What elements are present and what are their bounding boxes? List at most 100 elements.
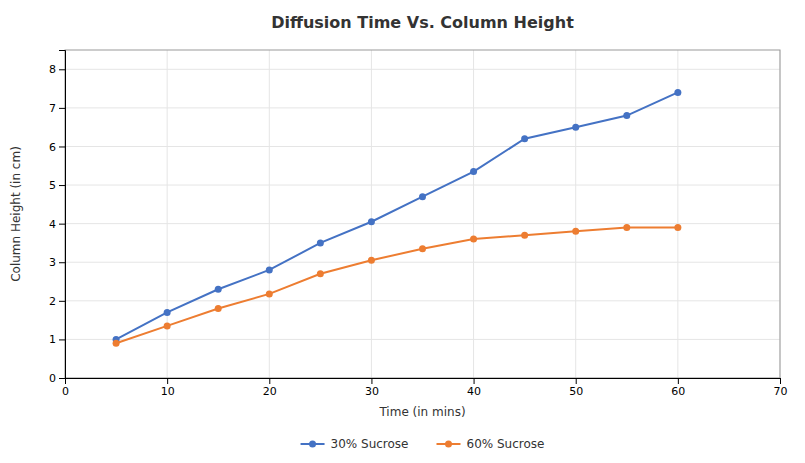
legend-label: 60% Sucrose xyxy=(467,437,545,451)
series-point xyxy=(317,239,324,246)
series-point xyxy=(521,135,528,142)
y-tick-label: 7 xyxy=(49,102,56,115)
y-axis-line xyxy=(59,51,66,379)
x-tick: 30 xyxy=(365,378,379,398)
grid-line-x xyxy=(371,50,372,378)
y-tick-label: 8 xyxy=(49,63,56,76)
grid-line-x xyxy=(269,50,270,378)
series-point xyxy=(215,305,222,312)
y-tick-label: 1 xyxy=(49,333,56,346)
y-tick: 5 xyxy=(49,179,65,192)
x-tick-mark xyxy=(780,378,781,384)
y-tick: 8 xyxy=(49,63,65,76)
x-tick: 60 xyxy=(671,378,685,398)
y-tick-label: 6 xyxy=(49,140,56,153)
y-tick-mark xyxy=(59,185,65,186)
x-tick-mark xyxy=(678,378,679,384)
y-tick: 4 xyxy=(49,218,65,231)
grid xyxy=(65,50,780,378)
y-tick: 0 xyxy=(49,372,65,385)
title: Diffusion Time Vs. Column Height xyxy=(271,13,574,32)
x-tick-label: 30 xyxy=(365,385,379,398)
y-tick-mark xyxy=(59,378,65,379)
legend-item: 60% Sucrose xyxy=(437,437,545,451)
series-point xyxy=(419,245,426,252)
y-tick-label: 3 xyxy=(49,256,56,269)
grid-line-x xyxy=(473,50,474,378)
y-tick: 7 xyxy=(49,102,65,115)
series-point xyxy=(623,224,630,231)
series-point xyxy=(113,340,120,347)
series-point xyxy=(470,168,477,175)
x-axis-title: Time (in mins) xyxy=(378,405,465,419)
x-tick: 40 xyxy=(467,378,481,398)
y-tick: 3 xyxy=(49,256,65,269)
x-tick: 0 xyxy=(62,378,69,398)
x-tick-label: 0 xyxy=(62,385,69,398)
grid-line-y xyxy=(65,69,780,70)
x-tick-label: 60 xyxy=(671,385,685,398)
grid-line-x xyxy=(677,50,678,378)
x-tick: 10 xyxy=(161,378,175,398)
x-tick: 50 xyxy=(569,378,583,398)
y-tick-label: 2 xyxy=(49,295,56,308)
y-tick: 6 xyxy=(49,140,65,153)
series-point xyxy=(470,236,477,243)
series-point xyxy=(674,89,681,96)
y-tick-mark xyxy=(59,301,65,302)
plot-frame xyxy=(65,50,780,378)
x-axis: 0 10 20 30 40 50 60 70 xyxy=(62,378,788,398)
series-point xyxy=(215,286,222,293)
grid-line-y xyxy=(65,300,780,301)
y-tick-mark xyxy=(59,224,65,225)
grid-line-y xyxy=(65,339,780,340)
series-point xyxy=(674,224,681,231)
series-point xyxy=(266,266,273,273)
grid-line-y xyxy=(65,223,780,224)
y-tick-label: 0 xyxy=(49,372,56,385)
y-tick: 2 xyxy=(49,295,65,308)
y-tick-label: 4 xyxy=(49,218,56,231)
series-point xyxy=(623,112,630,119)
x-tick-label: 10 xyxy=(161,385,175,398)
x-tick-label: 70 xyxy=(774,385,788,398)
x-tick-mark xyxy=(474,378,475,384)
grid-line-y xyxy=(65,146,780,147)
y-tick-label: 5 xyxy=(49,179,56,192)
grid-line-y xyxy=(65,185,780,186)
y-tick-mark xyxy=(59,339,65,340)
y-tick-mark xyxy=(59,69,65,70)
series-line xyxy=(116,228,678,344)
x-tick: 70 xyxy=(774,378,788,398)
x-tick-mark xyxy=(167,378,168,384)
series-point xyxy=(368,257,375,264)
y-tick: 1 xyxy=(49,333,65,346)
series-line xyxy=(116,92,678,339)
y-tick-mark xyxy=(59,262,65,263)
x-tick-label: 50 xyxy=(569,385,583,398)
y-tick-mark xyxy=(59,146,65,147)
x-tick: 20 xyxy=(263,378,277,398)
series-point xyxy=(368,218,375,225)
grid-line-x xyxy=(575,50,576,378)
series-point xyxy=(164,309,171,316)
x-tick-label: 40 xyxy=(467,385,481,398)
series-point xyxy=(419,193,426,200)
series-point xyxy=(521,232,528,239)
legend: 30% Sucrose 60% Sucrose xyxy=(301,437,545,451)
series-point xyxy=(572,124,579,131)
grid-line-y xyxy=(65,262,780,263)
x-tick-mark xyxy=(371,378,372,384)
y-axis-title: Column Height (in cm) xyxy=(9,146,23,282)
legend-marker xyxy=(445,441,452,448)
series-point xyxy=(572,228,579,235)
legend-marker xyxy=(309,441,316,448)
x-tick-mark xyxy=(576,378,577,384)
x-tick-mark xyxy=(269,378,270,384)
marks xyxy=(113,89,682,347)
legend-label: 30% Sucrose xyxy=(331,437,409,451)
legend-item: 30% Sucrose xyxy=(301,437,409,451)
series-point xyxy=(266,290,273,297)
x-axis-line xyxy=(66,379,781,385)
x-tick-label: 20 xyxy=(263,385,277,398)
